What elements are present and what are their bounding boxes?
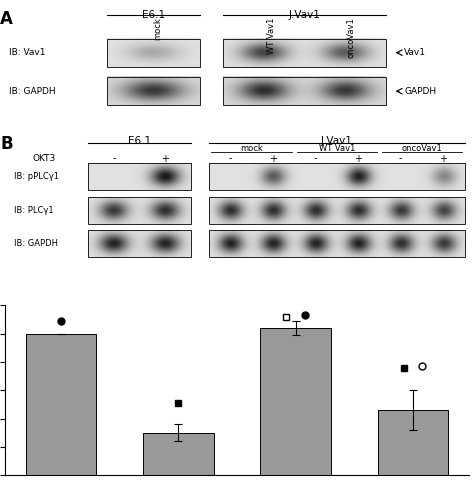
Bar: [260, 328, 331, 475]
Bar: [88, 197, 191, 224]
Text: +: +: [269, 154, 277, 164]
Bar: [378, 410, 448, 475]
Text: oncoVav1: oncoVav1: [346, 18, 355, 58]
Text: A: A: [0, 10, 13, 28]
Bar: [223, 77, 386, 106]
Text: J.Vav1: J.Vav1: [288, 10, 320, 20]
Bar: [107, 77, 200, 106]
Bar: [26, 334, 96, 475]
Text: IB: Vav1: IB: Vav1: [9, 48, 46, 57]
Bar: [223, 38, 386, 67]
Text: +: +: [354, 154, 362, 164]
Text: mock: mock: [240, 144, 263, 153]
Bar: [107, 38, 200, 67]
Text: -: -: [228, 154, 232, 164]
Text: -: -: [112, 154, 116, 164]
Text: +: +: [161, 154, 169, 164]
Text: oncoVav1: oncoVav1: [401, 144, 442, 153]
Text: -: -: [399, 154, 402, 164]
Text: +: +: [439, 154, 447, 164]
Bar: [209, 230, 465, 257]
Bar: [88, 163, 191, 190]
Bar: [88, 230, 191, 257]
Text: IB: PLCγ1: IB: PLCγ1: [14, 205, 54, 215]
Text: -: -: [314, 154, 317, 164]
Text: B: B: [0, 135, 13, 153]
Text: IB: GAPDH: IB: GAPDH: [9, 87, 56, 96]
Text: E6.1: E6.1: [142, 10, 165, 20]
Text: GAPDH: GAPDH: [404, 87, 437, 96]
Text: E6.1: E6.1: [128, 136, 151, 146]
Text: mock: mock: [154, 18, 163, 40]
Bar: [143, 432, 214, 475]
Text: Vav1: Vav1: [404, 48, 426, 57]
Text: IB: pPLCγ1: IB: pPLCγ1: [14, 172, 59, 181]
Text: WT Vav1: WT Vav1: [319, 144, 355, 153]
Bar: [209, 197, 465, 224]
Bar: [209, 163, 465, 190]
Text: WT Vav1: WT Vav1: [267, 18, 276, 54]
Text: J.Vav1: J.Vav1: [321, 136, 353, 146]
Text: OKT3: OKT3: [33, 154, 56, 163]
Text: IB: GAPDH: IB: GAPDH: [14, 239, 58, 248]
